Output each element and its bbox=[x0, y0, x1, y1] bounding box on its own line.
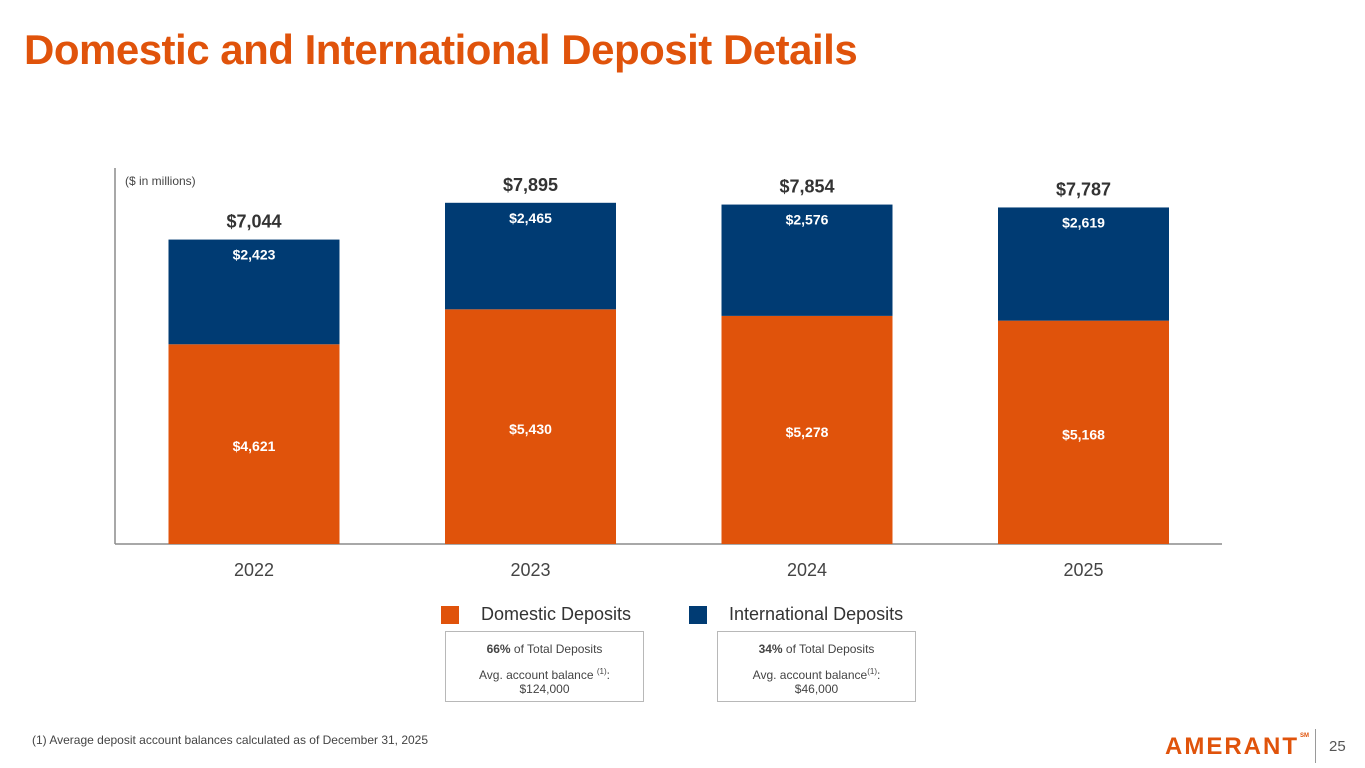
unit-note: ($ in millions) bbox=[125, 174, 196, 188]
international-pct-suffix: of Total Deposits bbox=[782, 642, 875, 656]
x-tick-label-2025: 2025 bbox=[1063, 560, 1103, 580]
total-label-2022: $7,044 bbox=[226, 212, 281, 232]
total-label-2024: $7,854 bbox=[779, 177, 834, 197]
international-info-box: 34% of Total Deposits Avg. account balan… bbox=[717, 631, 916, 702]
bar-international-2022 bbox=[168, 239, 340, 345]
domestic-footnote-ref: (1) bbox=[596, 667, 607, 676]
domestic-pct-suffix: of Total Deposits bbox=[510, 642, 603, 656]
bar-international-2024 bbox=[721, 204, 893, 316]
international-avg-value: $46,000 bbox=[794, 682, 839, 696]
legend-swatch-domestic bbox=[441, 605, 459, 624]
logo-service-mark: SM bbox=[1300, 733, 1309, 739]
domestic-colon: : bbox=[606, 668, 610, 682]
x-tick-label-2023: 2023 bbox=[510, 560, 550, 580]
total-label-2023: $7,895 bbox=[503, 175, 558, 195]
bar-label-international-2023: $2,465 bbox=[509, 210, 552, 226]
bar-label-domestic-2022: $4,621 bbox=[233, 438, 276, 454]
domestic-info-box: 66% of Total Deposits Avg. account balan… bbox=[445, 631, 644, 702]
bar-label-domestic-2025: $5,168 bbox=[1062, 427, 1105, 443]
legend-label-domestic: Domestic Deposits bbox=[481, 604, 632, 624]
international-footnote-ref: (1) bbox=[867, 667, 877, 676]
international-pct: 34% bbox=[758, 642, 783, 656]
bar-label-international-2025: $2,619 bbox=[1062, 214, 1105, 230]
bar-label-domestic-2023: $5,430 bbox=[509, 421, 552, 437]
bar-label-international-2024: $2,576 bbox=[786, 212, 829, 228]
domestic-avg-value: $124,000 bbox=[519, 682, 570, 696]
legend-item-domestic: Domestic Deposits bbox=[441, 604, 631, 625]
footnote: (1) Average deposit account balances cal… bbox=[32, 733, 429, 747]
bar-international-2023 bbox=[445, 202, 616, 310]
bar-international-2025 bbox=[998, 207, 1169, 321]
amerant-logo: AMERANTSM bbox=[1165, 733, 1309, 761]
x-tick-label-2024: 2024 bbox=[787, 560, 827, 580]
bar-label-international-2022: $2,423 bbox=[233, 247, 276, 263]
bar-domestic-2022 bbox=[168, 344, 340, 544]
international-avg-label: Avg. account balance bbox=[752, 668, 868, 682]
legend-label-international: International Deposits bbox=[729, 604, 904, 624]
page-title: Domestic and International Deposit Detai… bbox=[24, 26, 858, 73]
bar-domestic-2024 bbox=[721, 315, 893, 544]
international-colon: : bbox=[876, 668, 881, 682]
stacked-bar-chart: ($ in millions) $4,621 $2,423 $7,044 2022 $5,… bbox=[114, 168, 1222, 580]
bar-label-domestic-2024: $5,278 bbox=[786, 424, 829, 440]
domestic-pct: 66% bbox=[486, 642, 511, 656]
x-tick-label-2022: 2022 bbox=[234, 560, 274, 580]
page-number: 25 bbox=[1329, 738, 1346, 755]
legend-swatch-international bbox=[689, 605, 707, 624]
domestic-avg-label: Avg. account balance bbox=[479, 668, 597, 682]
logo-divider bbox=[1315, 729, 1316, 763]
bar-domestic-2023 bbox=[445, 309, 616, 544]
bar-domestic-2025 bbox=[998, 320, 1169, 544]
logo-text: AMERANT bbox=[1165, 733, 1299, 760]
legend-item-international: International Deposits bbox=[689, 604, 903, 625]
total-label-2025: $7,787 bbox=[1056, 179, 1111, 199]
